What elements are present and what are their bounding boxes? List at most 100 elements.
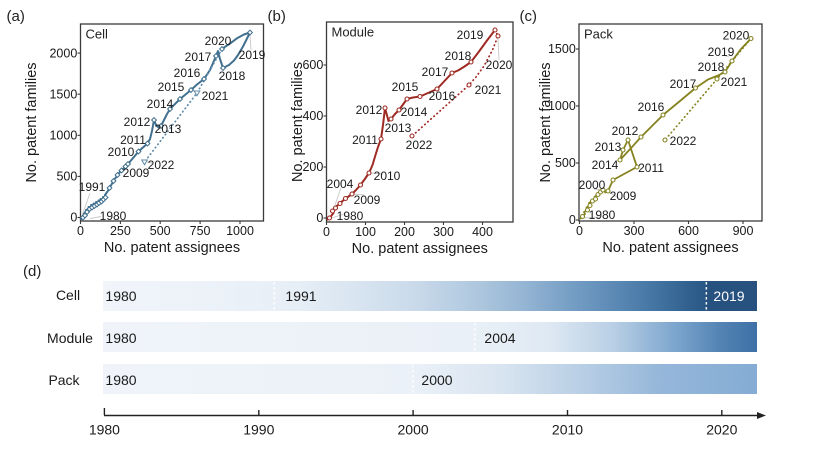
svg-text:2018: 2018 xyxy=(698,60,725,74)
svg-text:2019: 2019 xyxy=(708,45,735,59)
svg-text:200: 200 xyxy=(394,225,415,239)
svg-text:2014: 2014 xyxy=(401,105,428,119)
svg-text:500: 500 xyxy=(56,170,77,184)
svg-text:2000: 2000 xyxy=(421,372,452,388)
svg-text:2010: 2010 xyxy=(552,422,583,438)
svg-text:2016: 2016 xyxy=(429,89,456,103)
svg-text:2004: 2004 xyxy=(327,177,354,191)
svg-text:1500: 1500 xyxy=(548,42,576,56)
svg-text:2009: 2009 xyxy=(610,189,637,203)
svg-text:No. patent assignees: No. patent assignees xyxy=(352,241,488,257)
svg-text:2020: 2020 xyxy=(205,34,232,48)
svg-text:2012: 2012 xyxy=(124,115,151,129)
svg-text:200: 200 xyxy=(302,160,323,174)
svg-text:2021: 2021 xyxy=(202,89,229,103)
svg-text:2015: 2015 xyxy=(158,80,185,94)
svg-text:2012: 2012 xyxy=(612,124,639,138)
svg-text:Cell: Cell xyxy=(86,27,109,42)
svg-text:400: 400 xyxy=(472,225,493,239)
svg-text:1980: 1980 xyxy=(89,422,120,438)
svg-text:2017: 2017 xyxy=(670,77,697,91)
svg-text:No. patent assignees: No. patent assignees xyxy=(602,240,738,256)
svg-text:2013: 2013 xyxy=(385,121,412,135)
svg-text:1000: 1000 xyxy=(226,224,254,238)
svg-text:Pack: Pack xyxy=(48,372,80,388)
svg-text:0: 0 xyxy=(70,211,77,225)
svg-text:1991: 1991 xyxy=(285,288,316,304)
svg-text:1000: 1000 xyxy=(49,129,77,143)
svg-text:2010: 2010 xyxy=(108,145,135,159)
svg-text:Cell: Cell xyxy=(56,287,80,303)
svg-text:Pack: Pack xyxy=(584,27,613,42)
svg-text:1980: 1980 xyxy=(589,208,616,222)
svg-text:2000: 2000 xyxy=(49,46,77,60)
svg-text:2009: 2009 xyxy=(354,193,381,207)
svg-text:0: 0 xyxy=(323,225,330,239)
svg-text:2020: 2020 xyxy=(706,422,737,438)
svg-text:(d): (d) xyxy=(23,263,41,280)
svg-text:2015: 2015 xyxy=(392,80,419,94)
svg-text:2019: 2019 xyxy=(457,28,484,42)
svg-text:0: 0 xyxy=(77,224,84,238)
svg-text:0: 0 xyxy=(316,211,323,225)
svg-text:1980: 1980 xyxy=(337,209,364,223)
svg-text:2011: 2011 xyxy=(638,161,664,175)
svg-text:No. patent families: No. patent families xyxy=(538,62,554,182)
svg-text:No. patent families: No. patent families xyxy=(290,62,306,182)
svg-text:500: 500 xyxy=(150,224,171,238)
svg-text:Module: Module xyxy=(47,330,93,346)
svg-text:1990: 1990 xyxy=(243,422,274,438)
svg-text:2017: 2017 xyxy=(422,65,449,79)
svg-text:400: 400 xyxy=(302,109,323,123)
svg-text:900: 900 xyxy=(733,224,754,238)
svg-text:1980: 1980 xyxy=(105,372,136,388)
svg-text:2012: 2012 xyxy=(356,103,383,117)
svg-text:2019: 2019 xyxy=(713,288,744,304)
svg-text:500: 500 xyxy=(555,156,576,170)
svg-text:1980: 1980 xyxy=(100,209,127,223)
svg-text:2013: 2013 xyxy=(595,140,622,154)
svg-text:1000: 1000 xyxy=(548,99,576,113)
svg-text:(a): (a) xyxy=(7,8,25,25)
svg-text:2011: 2011 xyxy=(352,133,378,147)
svg-text:600: 600 xyxy=(302,58,323,72)
svg-text:2021: 2021 xyxy=(475,83,502,97)
svg-text:2020: 2020 xyxy=(723,29,750,43)
svg-text:2004: 2004 xyxy=(484,330,515,346)
svg-text:2000: 2000 xyxy=(579,178,606,192)
svg-text:2018: 2018 xyxy=(445,49,472,63)
svg-text:(c): (c) xyxy=(520,8,538,25)
svg-text:0: 0 xyxy=(569,213,576,227)
svg-text:2000: 2000 xyxy=(398,422,429,438)
svg-text:2020: 2020 xyxy=(486,58,513,72)
svg-text:2014: 2014 xyxy=(592,158,619,172)
svg-text:750: 750 xyxy=(190,224,211,238)
svg-text:2022: 2022 xyxy=(148,158,175,172)
svg-text:2021: 2021 xyxy=(721,75,748,89)
svg-text:2014: 2014 xyxy=(147,97,174,111)
svg-text:2011: 2011 xyxy=(120,133,146,147)
svg-text:No. patent assignees: No. patent assignees xyxy=(104,240,240,256)
svg-text:300: 300 xyxy=(433,225,454,239)
svg-text:2017: 2017 xyxy=(185,50,212,64)
svg-text:(b): (b) xyxy=(268,8,286,25)
svg-text:300: 300 xyxy=(624,224,645,238)
svg-text:100: 100 xyxy=(355,225,376,239)
svg-text:1980: 1980 xyxy=(105,330,136,346)
svg-text:1991: 1991 xyxy=(79,180,106,194)
svg-text:2018: 2018 xyxy=(219,69,246,83)
svg-text:2016: 2016 xyxy=(174,66,201,80)
svg-text:0: 0 xyxy=(576,224,583,238)
svg-text:1980: 1980 xyxy=(105,288,136,304)
svg-text:No. patent families: No. patent families xyxy=(24,62,40,182)
svg-text:2016: 2016 xyxy=(638,100,665,114)
svg-text:2022: 2022 xyxy=(406,138,433,152)
svg-text:250: 250 xyxy=(110,224,131,238)
svg-text:2022: 2022 xyxy=(670,134,697,148)
svg-text:1500: 1500 xyxy=(49,87,77,101)
svg-text:2010: 2010 xyxy=(374,169,401,183)
svg-text:2009: 2009 xyxy=(123,166,150,180)
svg-text:600: 600 xyxy=(678,224,699,238)
svg-text:2013: 2013 xyxy=(155,122,182,136)
svg-text:2019: 2019 xyxy=(239,48,266,62)
